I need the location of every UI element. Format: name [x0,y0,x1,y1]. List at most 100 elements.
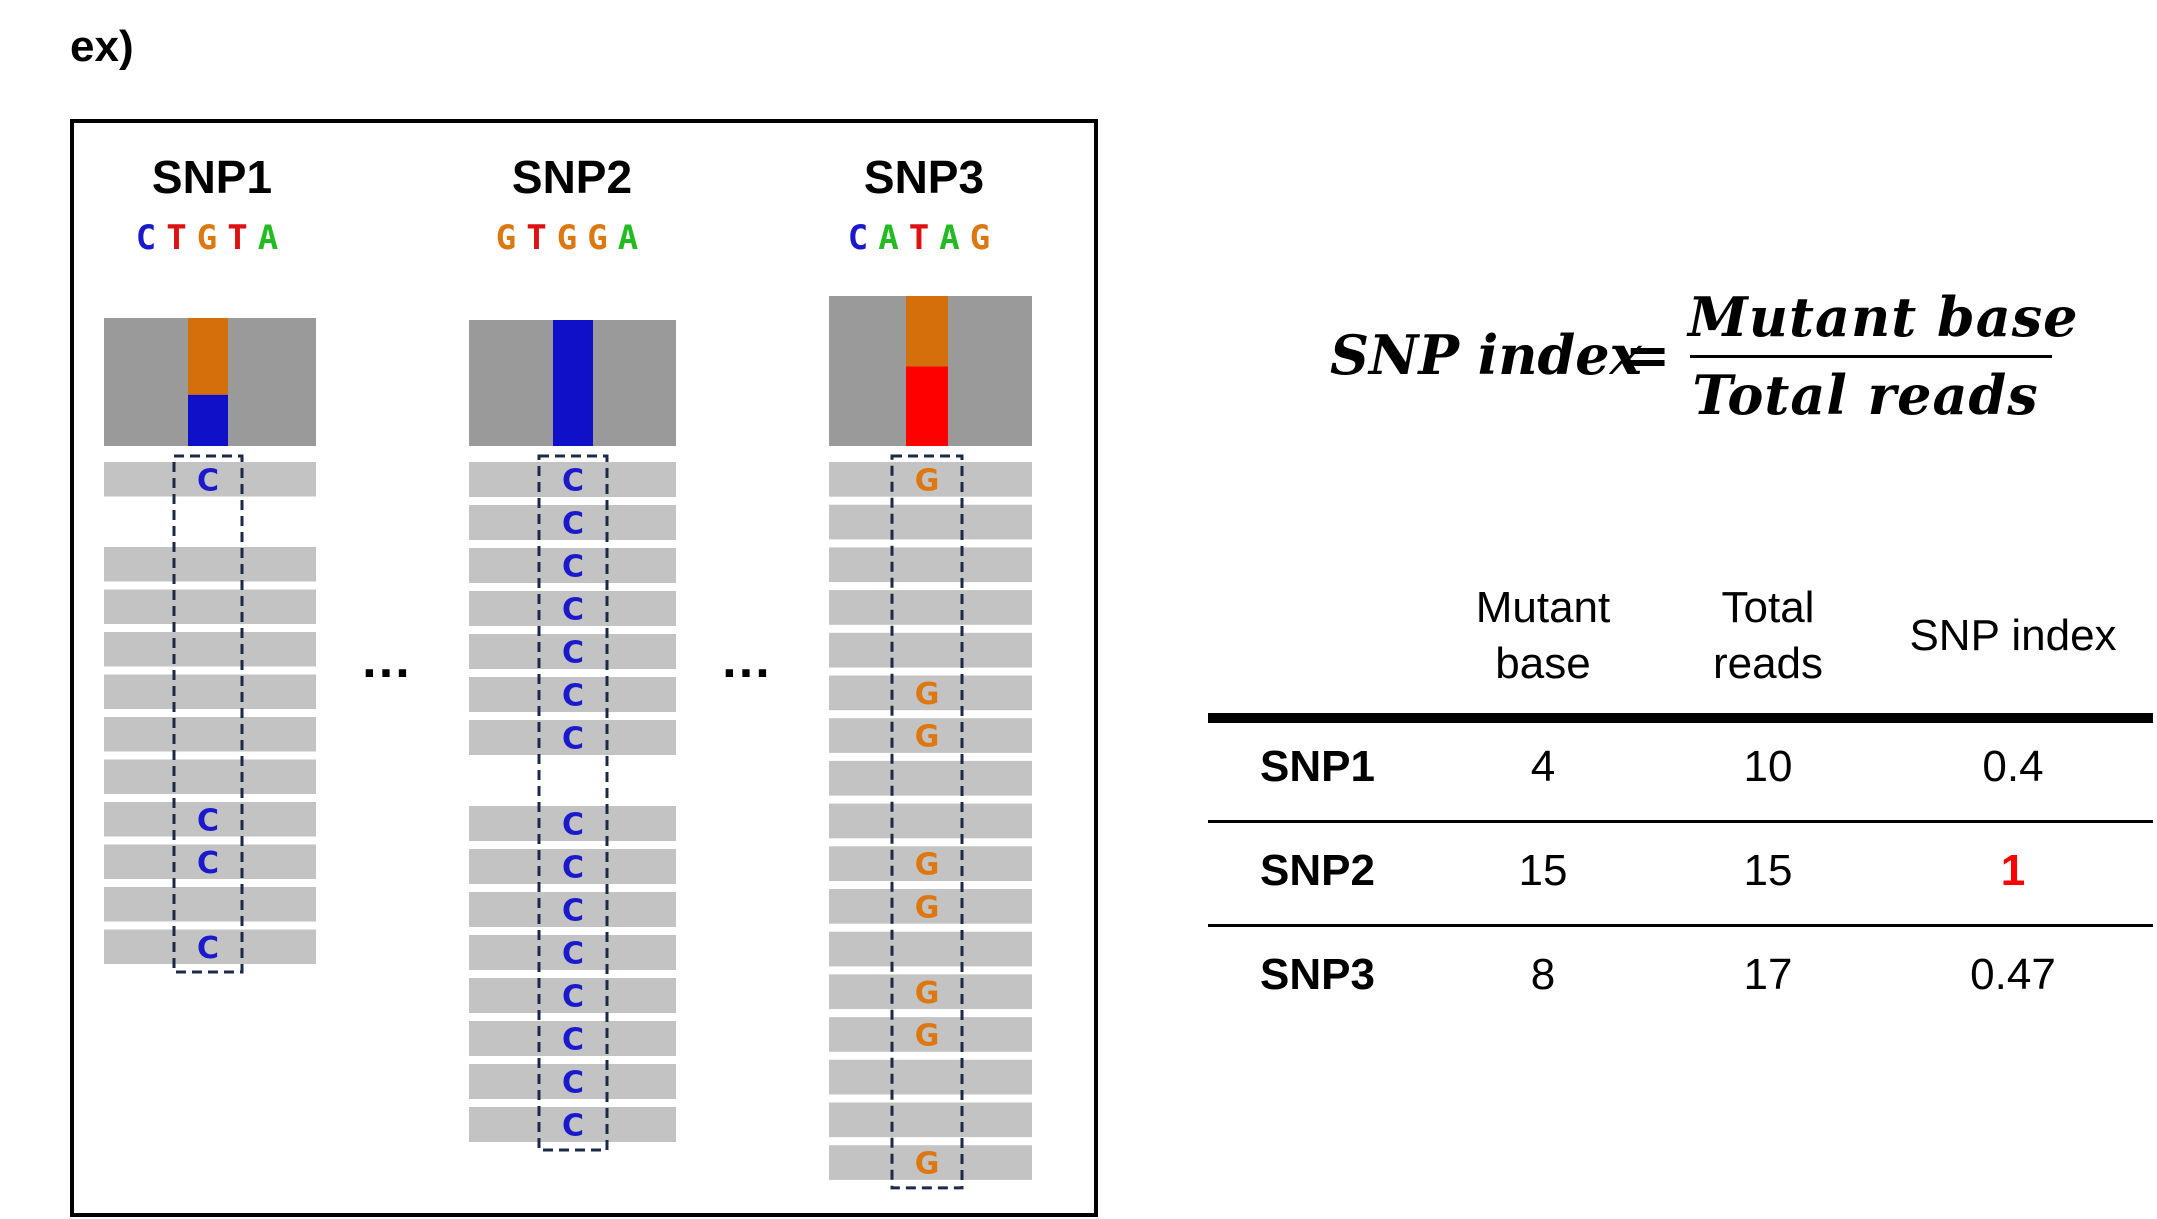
mismatch-base: G [915,720,940,755]
snp-column-highlight-box [537,454,609,1152]
sequencing-read [469,935,676,970]
mismatch-base: C [197,463,219,498]
mismatch-base: G [915,463,940,498]
sequencing-read [104,887,316,922]
igv-alignment-panel [70,119,1098,1217]
sequencing-read [104,462,316,497]
header-snp-index: SNP index [1909,611,2117,660]
cell-snp1-index: 0.4 [1982,742,2044,791]
row-label-snp2: SNP2 [1260,846,1375,895]
sequencing-read [469,548,676,583]
ref-base-g: G [196,218,228,258]
mismatch-base: C [197,846,219,881]
formula-lhs: SNP index [1330,323,1642,387]
ref-base-c: C [847,218,879,258]
coverage-allele-bar [553,320,593,446]
sequencing-read [469,849,676,884]
coverage-allele-bar [906,366,948,446]
sequencing-read [469,677,676,712]
sequencing-read [104,759,316,794]
formula-equals: = [1625,323,1671,387]
row-label-snp3: SNP3 [1260,950,1375,999]
sequencing-read [104,547,316,582]
example-label: ex) [70,22,134,71]
mismatch-base: C [562,1109,584,1144]
cell-snp3-index: 0.47 [1970,950,2056,999]
ref-base-g: G [556,218,588,258]
ref-base-a: A [257,218,289,258]
sequencing-read [469,978,676,1013]
header-rule [1208,713,2153,723]
cell-snp2-mutant: 15 [1518,846,1568,895]
mismatch-base: C [562,1023,584,1058]
mismatch-base: C [562,937,584,972]
snp-column-highlight-box [172,454,244,974]
sequencing-read [469,634,676,669]
sequencing-read [829,675,1032,711]
mismatch-base: G [915,1018,940,1053]
sequencing-read [104,632,316,667]
mismatch-base: C [562,550,584,585]
sequencing-read [469,1064,676,1099]
ref-base-g: G [495,218,527,258]
mismatch-base: C [562,894,584,929]
sequencing-read [104,929,316,964]
sequencing-read [469,1107,676,1142]
mismatch-base: G [915,848,940,883]
sequencing-read [469,591,676,626]
sequencing-read [829,889,1032,924]
ref-base-t: T [526,218,557,258]
sequencing-read [829,1102,1032,1138]
cell-snp3-total: 17 [1743,950,1793,999]
sequencing-read [829,632,1032,668]
snp2-reference-sequence: GTGGA [442,218,702,258]
ref-base-t: T [908,218,940,258]
mismatch-base: C [562,1066,584,1101]
snp3-reference-sequence: CATAG [794,218,1054,258]
mismatch-base: C [562,593,584,628]
sequencing-read [829,590,1032,625]
ref-base-a: A [878,218,909,258]
sequencing-read [469,505,676,540]
ellipsis-2: … [720,631,774,689]
sequencing-read [829,846,1032,881]
sequencing-read [829,504,1032,540]
ref-base-t: T [166,218,197,258]
cell-snp3-mutant: 8 [1530,950,1556,999]
sequencing-read [829,803,1032,839]
mismatch-base: C [562,980,584,1015]
cell-snp2-index: 1 [2000,846,2026,895]
sequencing-read [829,547,1032,583]
snp2-title: SNP2 [511,151,633,203]
sequencing-read [104,674,316,709]
mismatch-base: C [197,931,219,966]
mismatch-base: C [562,464,584,499]
sequencing-read [469,892,676,927]
sequencing-read [829,931,1032,967]
snp-column-highlight-box [890,454,964,1190]
ref-base-g: G [969,218,1001,258]
ref-base-a: A [617,218,649,258]
sequencing-read [829,1059,1032,1095]
sequencing-read [469,1021,676,1056]
mismatch-base: C [562,679,584,714]
ref-base-a: A [939,218,970,258]
formula-denominator: Total reads [1692,363,2039,427]
coverage-allele-bar [906,296,948,367]
ref-base-c: C [135,218,167,258]
mismatch-base: G [915,677,940,712]
formula-numerator: Mutant base [1688,285,2079,349]
header-total-reads: Total reads [1712,583,1824,688]
sequencing-read [104,717,316,752]
mismatch-base: C [562,722,584,757]
sequencing-read [829,974,1032,1010]
cell-snp1-mutant: 4 [1530,742,1556,791]
sequencing-read [469,462,676,497]
mismatch-base: C [562,851,584,886]
sequencing-read [829,1145,1032,1180]
cell-snp2-total: 15 [1743,846,1793,895]
snp1-reference-sequence: CTGTA [82,218,342,258]
sequencing-read [104,844,316,879]
mismatch-base: C [562,507,584,542]
